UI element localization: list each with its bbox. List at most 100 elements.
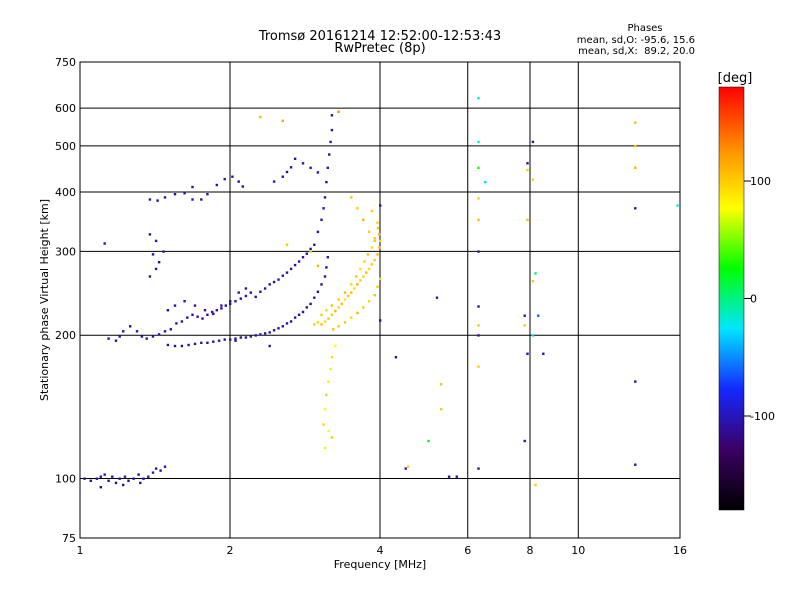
data-point [356, 207, 359, 210]
data-point [365, 271, 368, 274]
data-point [531, 280, 535, 283]
data-point [477, 97, 480, 100]
data-point [99, 475, 102, 478]
data-point [323, 320, 327, 323]
data-point [145, 337, 148, 340]
data-point [254, 334, 257, 337]
data-point [231, 175, 234, 178]
data-point [201, 317, 204, 320]
data-point [350, 316, 353, 319]
data-point [355, 275, 358, 278]
data-point [531, 334, 535, 337]
data-point [166, 343, 170, 347]
stats-heading: Phases [627, 23, 662, 34]
data-point [455, 475, 458, 478]
data-point [362, 275, 365, 278]
data-point [147, 475, 150, 478]
data-point [186, 316, 189, 319]
data-point [159, 469, 162, 472]
data-point [234, 337, 237, 340]
data-point [215, 183, 218, 187]
data-point [634, 463, 637, 466]
data-point [156, 199, 159, 202]
data-point [196, 315, 199, 318]
data-point [200, 198, 203, 201]
data-point [366, 253, 370, 256]
data-point [337, 325, 340, 328]
data-point [359, 279, 362, 282]
x-axis-label: Frequency [MHz] [334, 558, 426, 571]
data-point [334, 344, 337, 348]
data-point [239, 336, 242, 339]
data-point [634, 380, 637, 383]
data-point [377, 233, 381, 236]
data-point [367, 300, 371, 303]
data-point [343, 291, 347, 294]
data-point [191, 313, 194, 316]
data-point [301, 310, 305, 314]
data-point [220, 304, 223, 307]
data-point [477, 218, 480, 221]
y-tick-label: 750 [55, 56, 76, 69]
data-point [229, 302, 232, 306]
data-point [89, 479, 92, 482]
data-point [477, 334, 480, 337]
data-point [272, 329, 276, 332]
data-point [200, 341, 203, 344]
data-point [103, 473, 106, 476]
data-point [129, 325, 132, 328]
data-point [477, 365, 480, 368]
data-point [634, 144, 637, 148]
colorbar-tick-label: 100 [750, 175, 771, 188]
data-point [244, 294, 248, 298]
stats-o-mode: mean, sd,O: -95.6, 15.6 [577, 35, 695, 46]
data-point [404, 467, 407, 470]
x-tick-label: 10 [571, 544, 585, 557]
data-point [132, 477, 135, 480]
data-point [114, 339, 118, 342]
data-point [323, 446, 327, 450]
data-point [323, 408, 327, 411]
data-point [373, 258, 376, 262]
data-point [206, 193, 209, 196]
data-point [173, 193, 177, 196]
data-point [237, 180, 240, 183]
data-point [309, 166, 312, 169]
data-point [285, 271, 289, 274]
data-point [263, 287, 267, 290]
data-point [157, 333, 161, 336]
data-point [241, 185, 244, 188]
data-point [191, 185, 194, 189]
data-point [534, 272, 537, 275]
data-point [118, 477, 121, 480]
data-point [234, 339, 237, 342]
data-point [285, 322, 289, 325]
data-point [526, 352, 529, 355]
data-point [347, 294, 350, 298]
data-point [263, 332, 267, 335]
data-point [122, 483, 125, 487]
data-point [285, 243, 289, 246]
data-point [325, 393, 328, 397]
data-point [297, 260, 301, 263]
data-point [148, 275, 152, 278]
data-point [330, 436, 334, 439]
data-point [337, 298, 340, 301]
data-point [163, 196, 167, 199]
data-point [316, 264, 320, 268]
data-point [542, 352, 545, 355]
data-point [249, 291, 252, 294]
data-point [309, 247, 312, 251]
data-point [157, 261, 161, 264]
chart-title: Tromsø 20161214 12:52:00-12:53:43 [258, 29, 501, 44]
data-point [531, 178, 535, 181]
data-point [148, 198, 152, 201]
data-point [234, 300, 237, 303]
data-point [523, 439, 526, 443]
data-point [526, 218, 529, 221]
data-point [223, 338, 226, 341]
data-point [320, 218, 323, 221]
data-point [350, 196, 353, 199]
data-point [376, 285, 379, 288]
